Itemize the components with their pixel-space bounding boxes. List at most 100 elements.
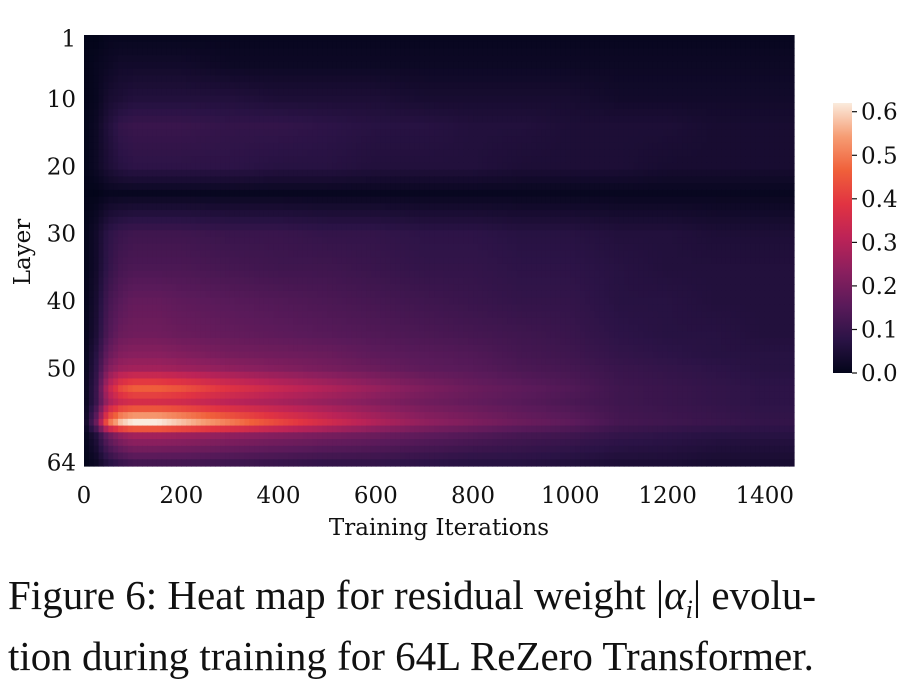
heatmap-cell bbox=[225, 88, 231, 97]
heatmap-cell bbox=[618, 75, 625, 83]
heatmap-cell bbox=[118, 129, 124, 137]
heatmap-cell bbox=[385, 183, 391, 191]
heatmap-cell bbox=[244, 156, 250, 164]
heatmap-cell bbox=[672, 250, 678, 258]
heatmap-cell bbox=[195, 109, 202, 117]
heatmap-cell bbox=[132, 55, 139, 63]
heatmap-cell bbox=[122, 109, 129, 117]
heatmap-cell bbox=[122, 263, 129, 272]
heatmap-cell bbox=[225, 48, 231, 56]
heatmap-cell bbox=[336, 196, 343, 204]
heatmap-cell bbox=[443, 243, 450, 252]
heatmap-cell bbox=[648, 35, 654, 43]
heatmap-cell bbox=[137, 41, 143, 50]
heatmap-cell bbox=[657, 82, 664, 90]
heatmap-cell bbox=[735, 223, 742, 231]
heatmap-cell bbox=[122, 237, 129, 245]
heatmap-cell bbox=[584, 156, 591, 164]
heatmap-cell bbox=[604, 88, 610, 97]
heatmap-cell bbox=[604, 216, 610, 225]
heatmap-cell bbox=[599, 75, 605, 83]
heatmap-cell bbox=[492, 55, 498, 63]
heatmap-cell bbox=[687, 230, 693, 238]
heatmap-cell bbox=[453, 35, 460, 43]
heatmap-cell bbox=[502, 41, 508, 50]
heatmap-cell bbox=[156, 230, 163, 238]
heatmap-cell bbox=[526, 95, 532, 103]
heatmap-cell bbox=[599, 122, 605, 130]
heatmap-cell bbox=[390, 61, 396, 70]
heatmap-cell bbox=[633, 156, 639, 164]
heatmap-cell bbox=[628, 176, 635, 184]
heatmap-cell bbox=[755, 189, 761, 198]
heatmap-cell bbox=[234, 142, 241, 151]
heatmap-cell bbox=[570, 183, 576, 191]
heatmap-cell bbox=[88, 68, 95, 76]
heatmap-cell bbox=[332, 61, 338, 70]
heatmap-cell bbox=[283, 156, 289, 164]
heatmap-cell bbox=[536, 237, 542, 245]
heatmap-cell bbox=[439, 61, 445, 70]
heatmap-cell bbox=[166, 35, 173, 43]
heatmap-cell bbox=[142, 216, 148, 225]
heatmap-cell bbox=[361, 183, 367, 191]
heatmap-cell bbox=[609, 115, 615, 124]
heatmap-cell bbox=[244, 48, 250, 56]
heatmap-cell bbox=[239, 176, 246, 184]
heatmap-cell bbox=[327, 243, 333, 252]
heatmap-cell bbox=[278, 216, 284, 225]
heatmap-cell bbox=[186, 196, 192, 204]
heatmap-cell bbox=[716, 223, 722, 231]
heatmap-cell bbox=[677, 41, 683, 50]
heatmap-cell bbox=[691, 142, 698, 151]
heatmap-cell bbox=[142, 61, 148, 70]
heatmap-cell bbox=[341, 41, 348, 50]
heatmap-cell bbox=[638, 129, 644, 137]
heatmap-cell bbox=[735, 257, 742, 265]
heatmap-cell bbox=[662, 149, 669, 157]
heatmap-cell bbox=[210, 230, 216, 238]
heatmap-cell bbox=[541, 115, 547, 124]
heatmap-cell bbox=[789, 109, 795, 117]
heatmap-cell bbox=[589, 82, 596, 90]
heatmap-cell bbox=[171, 243, 177, 252]
heatmap-cell bbox=[740, 35, 746, 43]
heatmap-cell bbox=[84, 196, 90, 204]
heatmap-cell bbox=[482, 250, 489, 258]
heatmap-cell bbox=[254, 156, 260, 164]
heatmap-cell bbox=[113, 95, 119, 103]
heatmap-cell bbox=[555, 230, 562, 238]
heatmap-cell bbox=[555, 250, 562, 258]
heatmap-cell bbox=[711, 41, 717, 50]
heatmap-cell bbox=[555, 196, 562, 204]
heatmap-cell bbox=[380, 68, 387, 76]
heatmap-cell bbox=[166, 48, 173, 56]
heatmap-cell bbox=[244, 237, 250, 245]
heatmap-cell bbox=[555, 162, 562, 171]
heatmap-cell bbox=[254, 75, 260, 83]
heatmap-cell bbox=[701, 115, 708, 124]
heatmap-cell bbox=[541, 243, 547, 252]
heatmap-cell bbox=[453, 61, 460, 70]
heatmap-cell bbox=[511, 68, 518, 76]
heatmap-cell bbox=[283, 41, 289, 50]
heatmap-cell bbox=[648, 115, 654, 124]
heatmap-cell bbox=[229, 237, 236, 245]
heatmap-cell bbox=[618, 61, 625, 70]
heatmap-cell bbox=[696, 122, 703, 130]
heatmap-cell bbox=[93, 102, 100, 110]
heatmap-cell bbox=[429, 223, 435, 231]
heatmap-cell bbox=[468, 243, 474, 252]
heatmap-cell bbox=[380, 196, 387, 204]
heatmap-cell bbox=[706, 95, 712, 103]
heatmap-cell bbox=[677, 149, 683, 157]
heatmap-cell bbox=[633, 35, 639, 43]
heatmap-cell bbox=[677, 196, 683, 204]
heatmap-cell bbox=[623, 136, 630, 144]
heatmap-cell bbox=[482, 82, 489, 90]
heatmap-cell bbox=[439, 176, 445, 184]
heatmap-cell bbox=[769, 129, 776, 137]
heatmap-cell bbox=[93, 95, 100, 103]
heatmap-cell bbox=[385, 88, 391, 97]
heatmap-cell bbox=[307, 95, 314, 103]
